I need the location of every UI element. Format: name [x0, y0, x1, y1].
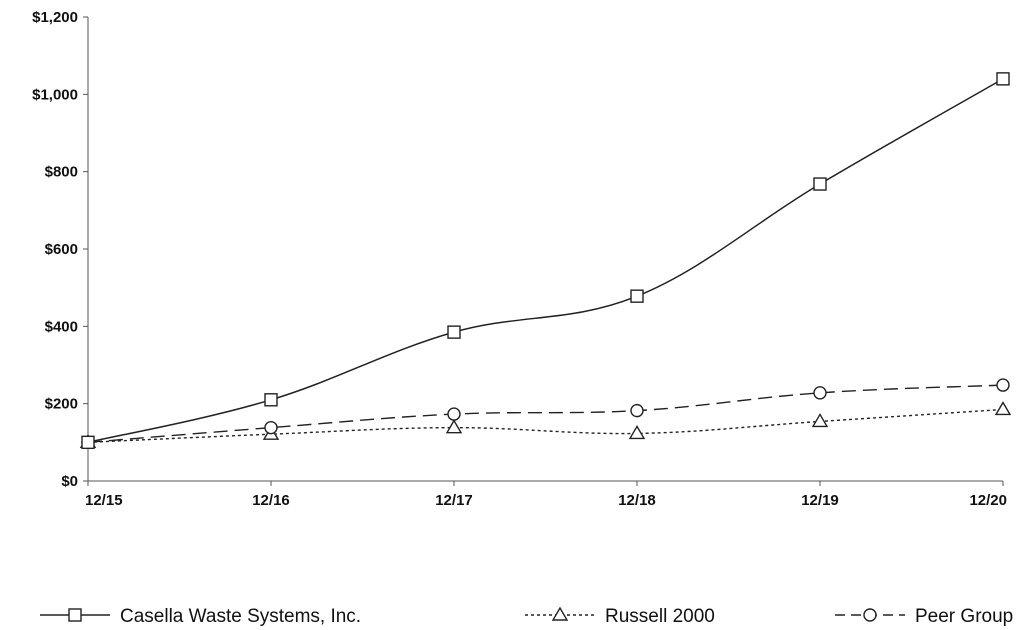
y-tick-label: $600	[45, 241, 78, 258]
data-point-square	[996, 72, 1010, 86]
x-tick-label: 12/19	[801, 492, 839, 509]
legend-marker	[863, 608, 877, 622]
x-tick-label: 12/15	[85, 492, 123, 509]
legend-label: Russell 2000	[605, 606, 715, 627]
y-axis-ticks: $0 $200 $400 $600 $800 $1,000 $1,200	[32, 9, 88, 490]
x-tick-label: 12/18	[618, 492, 656, 509]
data-point-square	[813, 177, 827, 191]
y-tick-label: $1,000	[32, 86, 78, 103]
legend-marker	[68, 608, 82, 622]
y-tick-label: $800	[45, 164, 78, 181]
x-axis-ticks: 12/15 12/16 12/17 12/18 12/19 12/20	[85, 481, 1007, 509]
series-layer	[79, 72, 1012, 450]
series-line	[87, 384, 1004, 444]
data-point-square	[447, 325, 461, 339]
legend-item: Russell 2000	[525, 606, 715, 627]
y-tick-label: $400	[45, 318, 78, 335]
series-line	[87, 408, 1004, 444]
data-point-triangle	[628, 425, 646, 440]
y-tick-label: $1,200	[32, 9, 78, 26]
legend-item: Casella Waste Systems, Inc.	[40, 606, 361, 627]
data-point-square	[264, 393, 278, 407]
x-tick-label: 12/17	[435, 492, 473, 509]
legend-label: Casella Waste Systems, Inc.	[120, 606, 361, 627]
series-square	[81, 72, 1010, 450]
data-point-circle	[264, 420, 278, 435]
x-tick-label: 12/16	[252, 492, 290, 509]
legend-marker	[551, 606, 569, 621]
series-line	[87, 78, 1004, 444]
data-point-triangle	[445, 419, 463, 434]
legend-item: Peer Group	[835, 606, 1013, 627]
y-tick-label: $200	[45, 396, 78, 413]
data-point-square	[630, 289, 644, 303]
x-tick-label: 12/20	[969, 492, 1007, 509]
data-point-circle	[813, 386, 827, 400]
data-point-square	[81, 435, 95, 450]
series-triangle	[79, 401, 1012, 449]
data-point-circle	[996, 378, 1010, 392]
legend: Casella Waste Systems, Inc. Russell 2000 P…	[40, 606, 1013, 627]
data-point-circle	[630, 403, 644, 418]
legend-label: Peer Group	[915, 606, 1013, 627]
data-point-triangle	[811, 413, 829, 428]
data-point-triangle	[994, 401, 1012, 416]
data-point-circle	[447, 407, 461, 421]
y-tick-label: $0	[61, 473, 78, 490]
